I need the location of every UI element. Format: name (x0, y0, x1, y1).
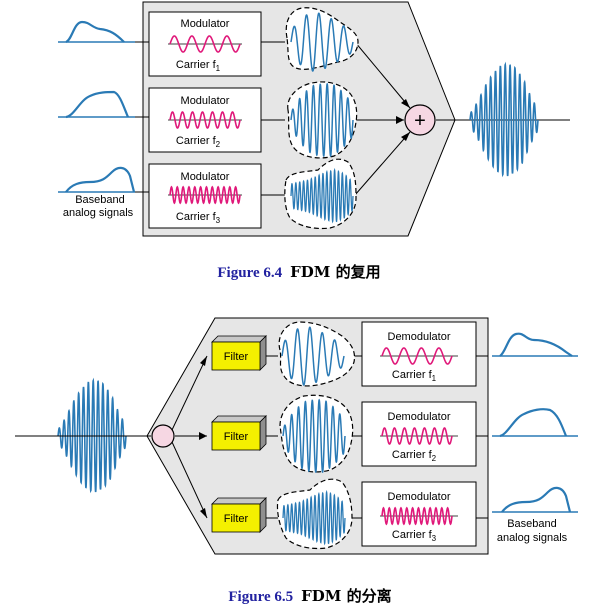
modulated-wave (282, 398, 346, 474)
baseband-input-3 (58, 166, 136, 193)
fig5-demultiplexing: Filter Filter Filter (15, 317, 578, 605)
filter-box-2: Filter (211, 415, 267, 451)
filtered-signal-3 (276, 478, 353, 550)
modulated-wave (281, 326, 345, 386)
filter-label: Filter (224, 431, 249, 443)
filter-label: Filter (224, 513, 249, 525)
carrier-label: Carrier f2 (176, 135, 221, 149)
carrier-wave-icon (381, 347, 453, 365)
carrier-wave-icon (169, 111, 241, 129)
baseband-label-line1: Baseband (507, 518, 557, 530)
demodulator-box-1: Demodulator Carrier f1 (361, 321, 477, 387)
filter-box-1: Filter (211, 335, 267, 371)
baseband-input-1 (58, 20, 135, 44)
splitter-circle (151, 424, 175, 448)
filter-box-3: Filter (211, 497, 267, 533)
baseband-output-3 (492, 486, 578, 513)
baseband-input-2 (58, 90, 135, 119)
baseband-label-line2: analog signals (63, 207, 134, 219)
modulator-title: Modulator (181, 171, 230, 183)
arrow-heads (199, 356, 207, 518)
demodulator-box-3: Demodulator Carrier f3 (361, 481, 477, 547)
demodulator-title: Demodulator (388, 331, 451, 343)
composite-output-signal (469, 61, 539, 178)
filter-label: Filter (224, 351, 249, 363)
adder-circle: + (404, 104, 436, 136)
carrier-wave-icon (381, 427, 453, 445)
figure-6-5-caption: Figure 6.5 FDM 的分离 (228, 587, 391, 605)
modulated-signal-2 (287, 81, 358, 159)
connection-lines (135, 41, 570, 196)
modulated-wave (290, 167, 354, 224)
carrier-label: Carrier f1 (176, 59, 221, 73)
demodulator-title: Demodulator (388, 411, 451, 423)
modulator-box-3: Modulator Carrier f3 (148, 163, 262, 229)
baseband-label-line2: analog signals (497, 532, 568, 544)
demodulator-box-2: Demodulator Carrier f2 (361, 401, 477, 467)
carrier-wave-icon (169, 185, 241, 205)
carrier-label: Carrier f3 (392, 529, 437, 543)
modulated-wave (290, 82, 354, 158)
modulated-signal-1 (285, 7, 359, 72)
modulated-wave (282, 489, 346, 546)
baseband-label-line1: Baseband (75, 194, 125, 206)
modulator-title: Modulator (181, 18, 230, 30)
baseband-output-2 (492, 408, 578, 438)
carrier-label: Carrier f3 (176, 211, 221, 225)
carrier-wave-icon (169, 35, 241, 53)
modulator-box-1: Modulator Carrier f1 (148, 11, 262, 77)
modulator-box-2: Modulator Carrier f2 (148, 87, 262, 153)
modulated-wave (290, 12, 354, 72)
carrier-wave-icon (381, 506, 453, 526)
figure-6-4-caption: Figure 6.4 FDM 的复用 (217, 263, 380, 281)
modulated-signal-3 (284, 158, 357, 230)
carrier-label: Carrier f1 (392, 369, 437, 383)
arrow-heads (396, 99, 410, 141)
filtered-signal-1 (278, 321, 356, 387)
fig4-multiplexing: Baseband analog signals Modulator Carrie… (58, 1, 570, 281)
modulator-title: Modulator (181, 95, 230, 107)
baseband-output-1 (492, 332, 578, 357)
plus-icon: + (414, 110, 426, 132)
demodulator-title: Demodulator (388, 491, 451, 503)
filtered-signal-2 (279, 394, 354, 474)
carrier-label: Carrier f2 (392, 449, 437, 463)
